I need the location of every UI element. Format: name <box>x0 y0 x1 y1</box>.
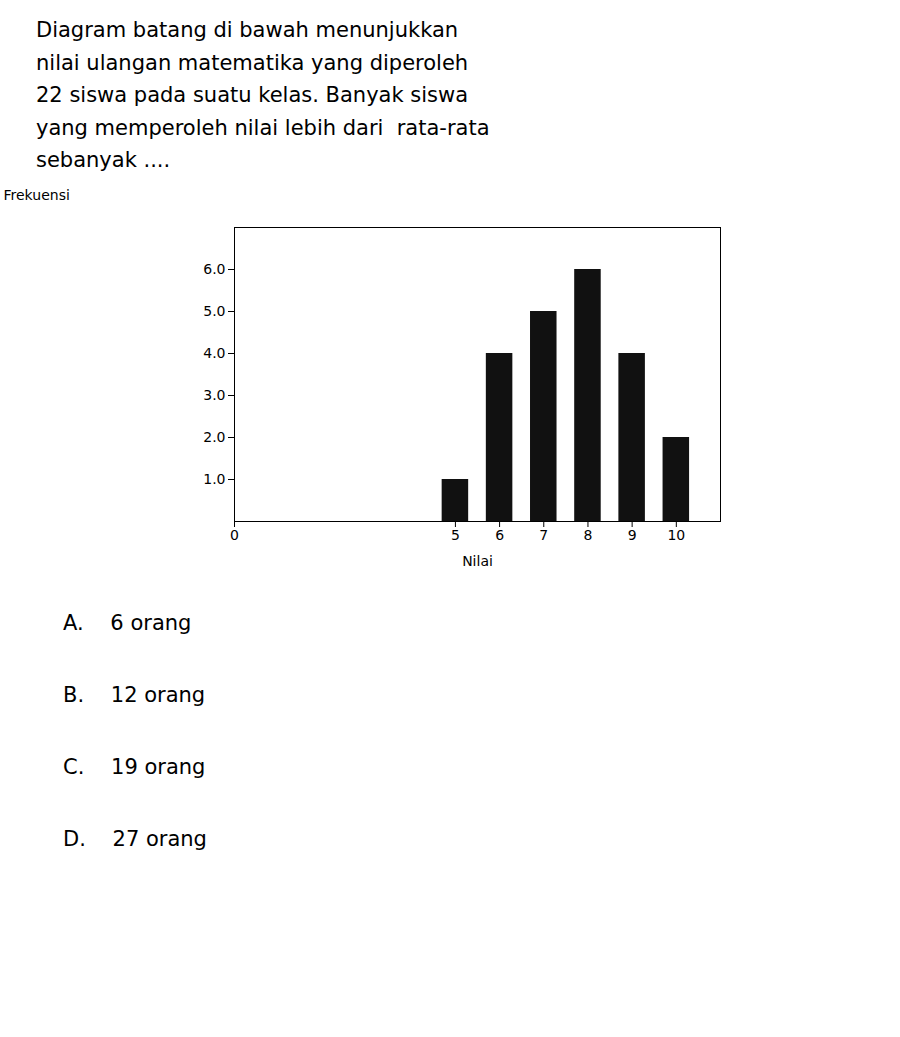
svg-text:4.0: 4.0 <box>203 345 225 361</box>
svg-text:3.0: 3.0 <box>203 387 225 403</box>
svg-text:9: 9 <box>628 527 637 543</box>
html-text:22 siswa pada suatu kelas. Ban: 22 siswa pada suatu kelas. Banyak siswa <box>36 83 469 108</box>
html-text:D. 27 orang: D. 27 orang <box>63 826 207 851</box>
html-text:Diagram batang di bawah menunj: Diagram batang di bawah menunjukkan <box>36 18 459 42</box>
svg-text:8: 8 <box>583 527 592 543</box>
svg-text:6: 6 <box>495 527 504 543</box>
html-text:A. 6 orang: A. 6 orang <box>63 610 192 635</box>
html-text:B. 12 orang: B. 12 orang <box>63 682 206 707</box>
svg-text:7: 7 <box>539 527 548 543</box>
svg-text:10: 10 <box>667 527 685 543</box>
html-text:nilai ulangan matematika yang: nilai ulangan matematika yang diperoleh <box>36 50 469 75</box>
svg-text:Nilai: Nilai <box>462 552 493 568</box>
svg-text:5: 5 <box>451 527 460 543</box>
html-text:C. 19 orang: C. 19 orang <box>63 754 206 779</box>
html-text:sebanyak ....: sebanyak .... <box>36 148 171 173</box>
svg-text:0: 0 <box>230 527 239 543</box>
svg-text:2.0: 2.0 <box>203 429 225 445</box>
svg-text:1.0: 1.0 <box>203 471 225 487</box>
html-text:yang memperoleh nilai lebih da: yang memperoleh nilai lebih dari rata-ra… <box>36 115 490 140</box>
svg-text:5.0: 5.0 <box>203 303 225 319</box>
svg-text:Frekuensi: Frekuensi <box>4 187 70 203</box>
svg-text:6.0: 6.0 <box>203 261 225 277</box>
